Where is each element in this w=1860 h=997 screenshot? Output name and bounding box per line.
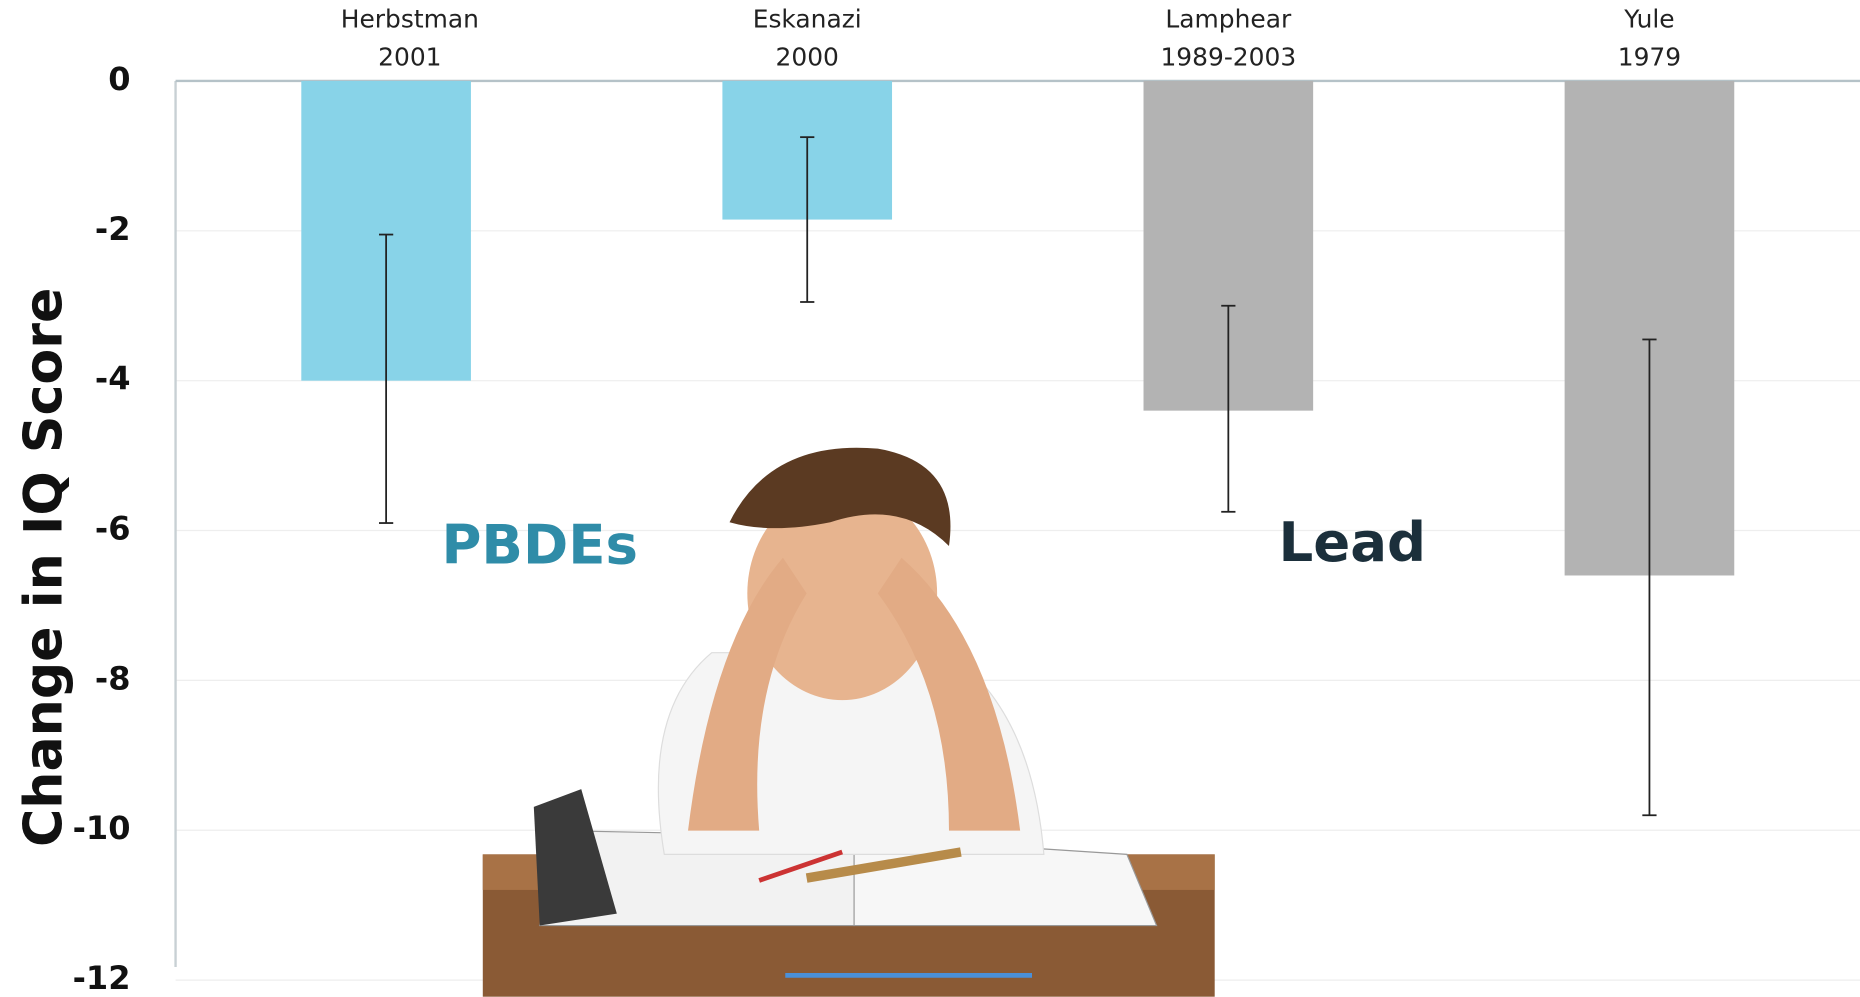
- y-tick-label: -2: [95, 210, 131, 248]
- x-tick-label: Yule: [1623, 4, 1674, 33]
- photo: [482, 447, 1215, 997]
- x-tick-label: Lamphear: [1165, 4, 1292, 33]
- error-bar: [1221, 304, 1236, 513]
- y-tick-label: -6: [95, 510, 131, 548]
- error-bar: [1642, 338, 1657, 817]
- annotation: PBDEs: [441, 512, 638, 576]
- y-axis-label: Change in IQ Score: [14, 288, 74, 847]
- error-bar: [378, 233, 394, 524]
- y-tick-label: -12: [73, 959, 131, 997]
- y-tick-label: -8: [95, 659, 131, 697]
- y-tick-label: 0: [108, 60, 130, 98]
- labels: 0 -2 -4 -6 -8 -10 -12 Herbstman 2001 Eskanazi 2000…: [73, 4, 1681, 997]
- annotation: Lead: [1278, 510, 1426, 574]
- x-tick-label: 2000: [776, 42, 839, 71]
- error-bar: [800, 136, 815, 303]
- x-tick-label: 2001: [378, 42, 441, 71]
- y-tick-label: -4: [95, 360, 131, 398]
- bars: [301, 80, 1735, 576]
- x-tick-label: Herbstman: [341, 4, 479, 33]
- x-tick-label: 1979: [1618, 42, 1681, 71]
- x-tick-label: Eskanazi: [753, 4, 862, 33]
- x-tick-label: 1989-2003: [1160, 42, 1296, 71]
- y-tick-label: -10: [73, 809, 131, 847]
